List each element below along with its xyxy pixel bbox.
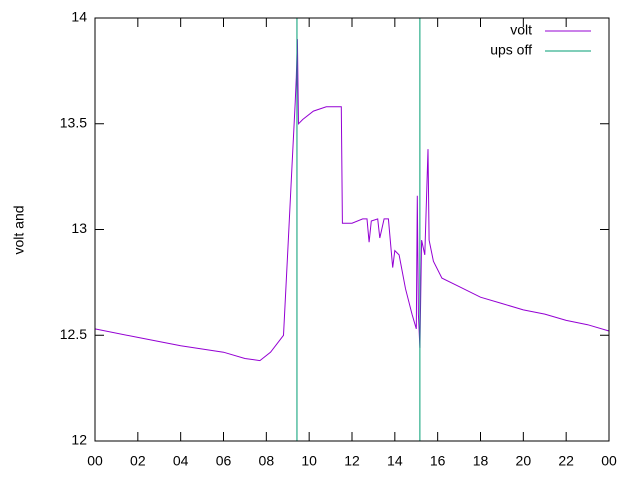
plot-border [94,17,610,442]
x-tick-label: 18 [473,453,489,469]
x-tick-label: 22 [558,453,574,469]
y-tick-label: 12 [71,432,87,448]
legend-label: ups off [490,42,532,58]
x-tick-label: 16 [430,453,446,469]
x-tick-label: 20 [516,453,532,469]
x-tick-label: 00 [87,453,103,469]
x-tick-label: 10 [301,453,317,469]
y-tick-label: 13.5 [60,114,87,130]
x-tick-label: 12 [344,453,360,469]
y-tick-label: 12.5 [60,326,87,342]
y-axis-label: volt and [11,205,27,254]
y-tick-label: 13 [71,220,87,236]
x-tick-label: 06 [216,453,232,469]
x-tick-label: 14 [387,453,403,469]
x-tick-label: 00 [601,453,617,469]
x-tick-label: 02 [130,453,146,469]
legend-label: volt [510,22,532,38]
y-tick-label: 14 [71,9,87,25]
volt-line [94,39,610,362]
x-tick-label: 08 [259,453,275,469]
x-tick-label: 04 [173,453,189,469]
